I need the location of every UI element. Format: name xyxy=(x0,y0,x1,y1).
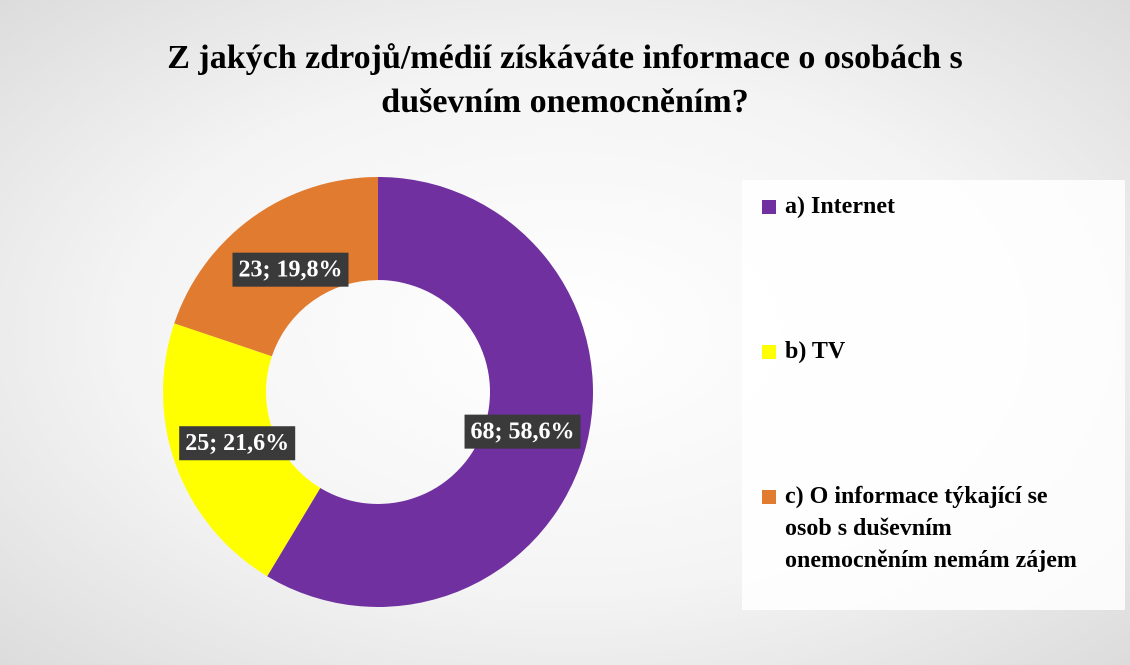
legend-label: c) O informace týkající se osob s duševn… xyxy=(785,483,1077,573)
data-label-text: 23; 19,8% xyxy=(238,257,342,283)
donut-segment xyxy=(267,177,593,607)
data-label-box xyxy=(232,252,349,287)
legend-item: a) Internet xyxy=(762,190,1092,222)
legend-item: c) O informace týkající se osob s duševn… xyxy=(762,480,1092,576)
data-label: 25; 21,6% xyxy=(179,426,296,461)
chart-title: Z jakých zdrojů/médií získáváte informac… xyxy=(167,39,963,120)
data-label-text: 68; 58,6% xyxy=(471,419,575,445)
legend-swatch xyxy=(762,490,776,504)
data-label-box xyxy=(179,426,296,461)
data-label: 68; 58,6% xyxy=(464,414,581,449)
legend: a) Internet b) TV c) O informace týkající … xyxy=(742,180,1125,610)
data-label-box xyxy=(464,414,581,449)
legend-label: b) TV xyxy=(785,338,846,364)
legend-swatch xyxy=(762,200,776,214)
legend-swatch xyxy=(762,345,776,359)
legend-label: a) Internet xyxy=(785,193,895,219)
legend-item: b) TV xyxy=(762,335,1092,367)
data-label: 23; 19,8% xyxy=(232,252,349,287)
data-label-text: 25; 21,6% xyxy=(185,430,289,456)
